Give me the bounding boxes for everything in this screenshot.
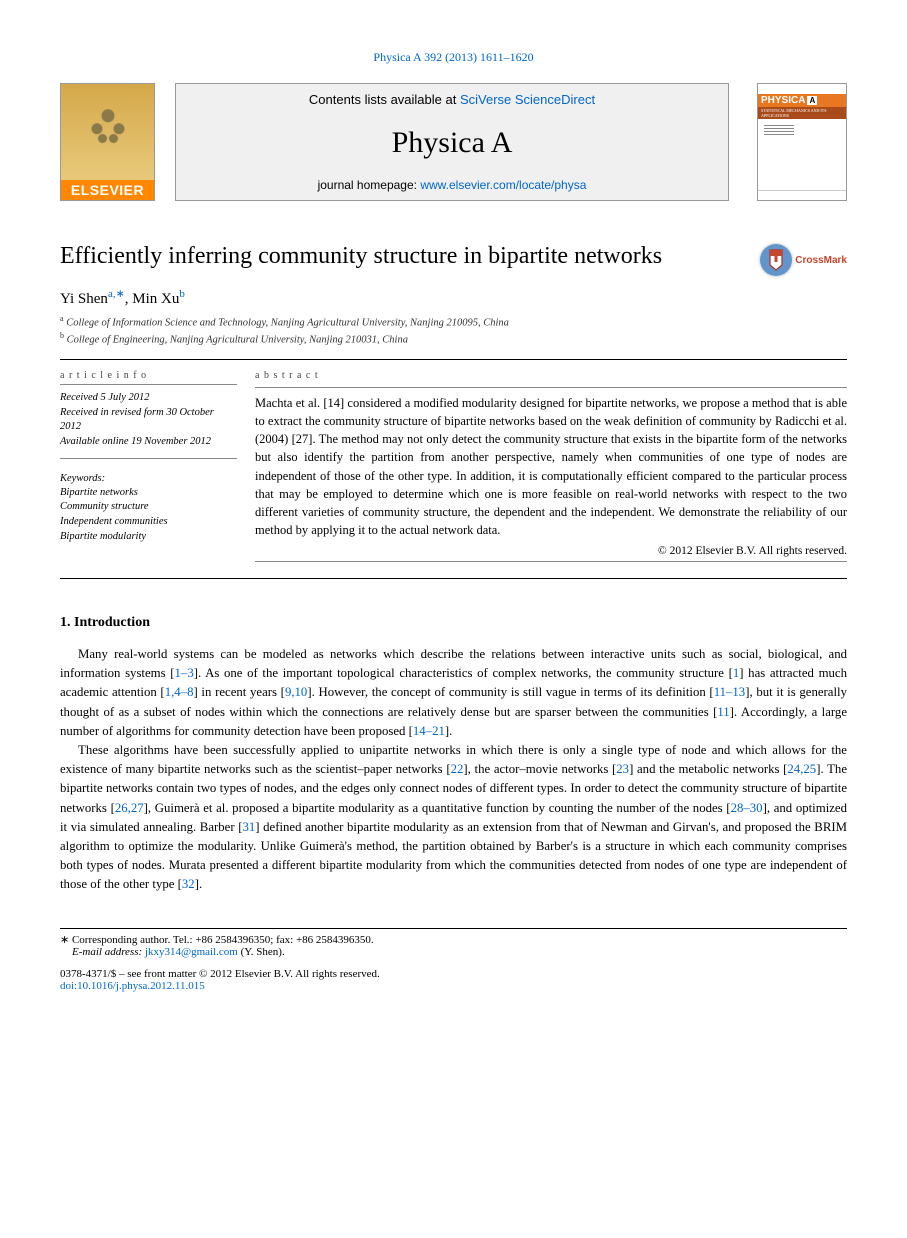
date-available: Available online 19 November 2012	[60, 435, 237, 450]
affiliation-a-text: College of Information Science and Techn…	[66, 318, 509, 329]
cover-subtitle: STATISTICAL MECHANICS AND ITS APPLICATIO…	[758, 107, 846, 119]
p1e: ]. However, the concept of community is …	[307, 685, 713, 699]
homepage-line: journal homepage: www.elsevier.com/locat…	[176, 178, 728, 192]
p1d: ] in recent years [	[194, 685, 285, 699]
section-1-head: 1. Introduction	[60, 615, 847, 631]
doi-link[interactable]: doi:10.1016/j.physa.2012.11.015	[60, 980, 205, 992]
p1b: ]. As one of the important topological c…	[194, 666, 733, 680]
p2c: ] and the metabolic networks [	[629, 762, 787, 776]
p2h: ].	[195, 877, 202, 891]
keyword-4: Bipartite modularity	[60, 530, 237, 545]
header-citation-link[interactable]: Physica A 392 (2013) 1611–1620	[373, 50, 533, 64]
body-paragraph-2: These algorithms have been successfully …	[60, 741, 847, 895]
footnotes: ∗ Corresponding author. Tel.: +86 258439…	[60, 928, 847, 958]
homepage-prefix: journal homepage:	[318, 178, 421, 192]
issn-line: 0378-4371/$ – see front matter © 2012 El…	[60, 968, 847, 980]
crossmark-widget[interactable]: CrossMark	[760, 244, 847, 276]
cover-top	[758, 84, 846, 94]
footer: 0378-4371/$ – see front matter © 2012 El…	[60, 968, 847, 992]
ref-link[interactable]: 24,25	[787, 762, 816, 776]
crossmark-icon	[760, 244, 792, 276]
email-label: E-mail address:	[72, 946, 145, 958]
abstract-column: a b s t r a c t Machta et al. [14] consi…	[255, 360, 847, 572]
copyright: © 2012 Elsevier B.V. All rights reserved…	[255, 545, 847, 557]
p2b: ], the actor–movie networks [	[463, 762, 616, 776]
ref-link[interactable]: 1–3	[175, 666, 194, 680]
ref-link[interactable]: 23	[616, 762, 629, 776]
cover-letter: A	[807, 96, 817, 105]
cover-thumbnail: PHYSICA A STATISTICAL MECHANICS AND ITS …	[757, 83, 847, 201]
ref-link[interactable]: 32	[182, 877, 195, 891]
affiliation-b-text: College of Engineering, Nanjing Agricult…	[67, 334, 408, 345]
contents-line: Contents lists available at SciVerse Sci…	[176, 92, 728, 107]
author-2: Min Xu	[132, 291, 179, 307]
author-1-affil-link[interactable]: a,∗	[108, 288, 125, 300]
affiliation-a: a College of Information Science and Tec…	[60, 314, 847, 329]
contents-prefix: Contents lists available at	[309, 92, 460, 107]
elsevier-logo: ELSEVIER	[60, 83, 155, 201]
abstract-text: Machta et al. [14] considered a modified…	[255, 394, 847, 539]
date-revised: Received in revised form 30 October 2012	[60, 406, 237, 435]
affiliation-b: b College of Engineering, Nanjing Agricu…	[60, 331, 847, 346]
ref-link[interactable]: 11	[717, 705, 729, 719]
email-line: E-mail address: jkxy314@gmail.com (Y. Sh…	[60, 946, 847, 958]
ref-link[interactable]: 11–13	[714, 685, 746, 699]
keyword-1: Bipartite networks	[60, 486, 237, 501]
article-info-head: a r t i c l e i n f o	[60, 370, 237, 381]
p1h: ].	[445, 724, 452, 738]
elsevier-label: ELSEVIER	[61, 180, 154, 200]
keywords-head: Keywords:	[60, 473, 237, 484]
ref-link[interactable]: 14–21	[413, 724, 445, 738]
cover-foot	[758, 190, 846, 200]
article-title: Efficiently inferring community structur…	[60, 241, 740, 272]
article-info-column: a r t i c l e i n f o Received 5 July 20…	[60, 360, 255, 572]
sciencedirect-link[interactable]: SciVerse ScienceDirect	[460, 92, 595, 107]
ref-link[interactable]: 1,4–8	[165, 685, 194, 699]
journal-name: Physica A	[176, 126, 728, 160]
abstract-head: a b s t r a c t	[255, 370, 847, 381]
email-suffix: (Y. Shen).	[238, 946, 285, 958]
p2e: ], Guimerà et al. proposed a bipartite m…	[144, 801, 731, 815]
cover-body	[758, 119, 846, 190]
body-paragraph-1: Many real-world systems can be modeled a…	[60, 645, 847, 741]
journal-banner: ELSEVIER Contents lists available at Sci…	[60, 83, 847, 201]
crossmark-label: CrossMark	[795, 255, 847, 266]
author-1: Yi Shen	[60, 291, 108, 307]
ref-link[interactable]: 28–30	[731, 801, 763, 815]
header-citation: Physica A 392 (2013) 1611–1620	[60, 50, 847, 65]
ref-link[interactable]: 9,10	[285, 685, 307, 699]
ref-link[interactable]: 31	[242, 820, 255, 834]
authors: Yi Shena,∗, Min Xub	[60, 286, 847, 308]
ref-link[interactable]: 26,27	[115, 801, 144, 815]
date-received: Received 5 July 2012	[60, 391, 237, 406]
cover-masthead-text: PHYSICA	[761, 95, 805, 106]
ref-link[interactable]: 22	[451, 762, 464, 776]
homepage-link[interactable]: www.elsevier.com/locate/physa	[420, 178, 586, 192]
keyword-3: Independent communities	[60, 515, 237, 530]
banner-center: Contents lists available at SciVerse Sci…	[175, 83, 729, 201]
elsevier-tree-icon	[61, 84, 154, 180]
cover-masthead: PHYSICA A	[758, 94, 846, 107]
email-link[interactable]: jkxy314@gmail.com	[145, 946, 238, 958]
author-2-affil-link[interactable]: b	[179, 288, 185, 300]
keyword-2: Community structure	[60, 500, 237, 515]
corresponding-author: ∗ Corresponding author. Tel.: +86 258439…	[60, 933, 847, 946]
